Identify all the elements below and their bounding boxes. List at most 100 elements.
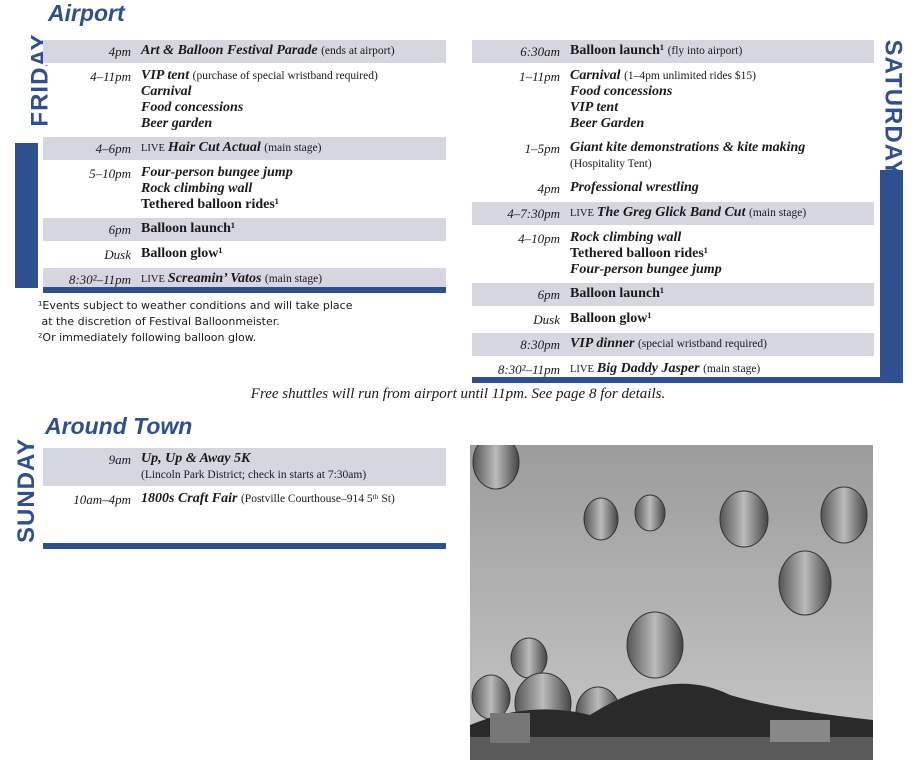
time: Dusk bbox=[104, 247, 131, 262]
schedule-row: 6pm Balloon launch¹ bbox=[472, 283, 874, 308]
event-name: Balloon glow¹ bbox=[570, 311, 652, 326]
day-label: SATURDAY bbox=[879, 39, 907, 177]
time: 10am–4pm bbox=[73, 492, 131, 507]
schedule-row: Dusk Balloon glow¹ bbox=[43, 243, 446, 268]
event-note: (Hospitality Tent) bbox=[570, 158, 652, 170]
event-name: VIP tent bbox=[141, 68, 190, 83]
event-line: LIVE Big Daddy Jasper (main stage) bbox=[570, 361, 874, 378]
schedule-row: 10am–4pm 1800s Craft Fair (Postville Cour… bbox=[43, 488, 446, 513]
event-name: Big Daddy Jasper bbox=[596, 361, 700, 376]
time: 1–11pm bbox=[519, 69, 560, 84]
events: LIVE Big Daddy Jasper (main stage) bbox=[570, 361, 874, 378]
schedule-row: 1–11pm Carnival (1–4pm unlimited rides $1… bbox=[472, 65, 874, 137]
event-name: Food concessions bbox=[570, 84, 673, 99]
events: Balloon launch¹ bbox=[141, 221, 446, 238]
event-line: Balloon glow¹ bbox=[570, 311, 874, 327]
event-line: (Lincoln Park District; check in starts … bbox=[141, 467, 446, 483]
event-name: Giant kite demonstrations & kite making bbox=[570, 140, 806, 155]
event-line: Tethered balloon rides¹ bbox=[570, 246, 874, 262]
event-name: Tethered balloon rides¹ bbox=[141, 197, 279, 212]
time: 4–11pm bbox=[90, 69, 131, 84]
schedule: 4pm Art & Balloon Festival Parade (ends a… bbox=[43, 40, 446, 293]
event-line: Rock climbing wall bbox=[570, 230, 874, 246]
event-line: LIVE The Greg Glick Band Cut (main stage) bbox=[570, 205, 874, 222]
events: Professional wrestling bbox=[570, 180, 874, 197]
event-line: LIVE Screamin’ Vatos (main stage) bbox=[141, 271, 446, 288]
event-line: LIVE Hair Cut Actual (main stage) bbox=[141, 140, 446, 157]
live-tag: LIVE bbox=[141, 143, 165, 154]
section-title: Airport bbox=[48, 0, 125, 26]
event-line: Carnival bbox=[141, 84, 446, 100]
event-name: Balloon launch¹ bbox=[570, 43, 665, 58]
event-line: Four-person bungee jump bbox=[141, 165, 446, 181]
event-line: Four-person bungee jump bbox=[570, 262, 874, 278]
time: 8:30²–11pm bbox=[68, 272, 131, 287]
live-tag: LIVE bbox=[570, 364, 594, 375]
event-name: 1800s Craft Fair bbox=[141, 491, 238, 506]
footnote: at the discretion of Festival Balloonmei… bbox=[38, 315, 280, 328]
schedule-row: 4–10pm Rock climbing wall Tethered balloon… bbox=[472, 227, 874, 283]
section-title: Around Town bbox=[45, 413, 193, 439]
event-line: VIP dinner (special wristband required) bbox=[570, 336, 874, 352]
event-line: Professional wrestling bbox=[570, 180, 874, 196]
schedule-row: 4–11pm VIP tent (purchase of special wris… bbox=[43, 65, 446, 137]
events: Art & Balloon Festival Parade (ends at a… bbox=[141, 43, 446, 60]
event-line: 1800s Craft Fair (Postville Courthouse–9… bbox=[141, 491, 446, 507]
event-note: (main stage) bbox=[264, 273, 323, 285]
event-name: Rock climbing wall bbox=[141, 181, 253, 196]
event-line: Balloon glow¹ bbox=[141, 246, 446, 262]
event-name: Carnival bbox=[570, 68, 621, 83]
events: Rock climbing wall Tethered balloon rides… bbox=[570, 230, 874, 278]
event-name: Four-person bungee jump bbox=[141, 165, 293, 180]
event-line: Beer garden bbox=[141, 116, 446, 132]
footnote: ¹Events subject to weather conditions an… bbox=[38, 299, 353, 312]
events: LIVE Hair Cut Actual (main stage) bbox=[141, 140, 446, 157]
schedule-row: 8:30pm VIP dinner (special wristband requ… bbox=[472, 333, 874, 358]
event-line: Food concessions bbox=[141, 100, 446, 116]
schedule-row: Dusk Balloon glow¹ bbox=[472, 308, 874, 333]
schedule-row: 6:30am Balloon launch¹ (fly into airport) bbox=[472, 40, 874, 65]
event-name: Beer garden bbox=[141, 116, 213, 131]
event-name: Art & Balloon Festival Parade bbox=[141, 43, 318, 58]
events: Balloon launch¹ bbox=[570, 286, 874, 303]
event-name: VIP dinner bbox=[570, 336, 635, 351]
time: 4–10pm bbox=[518, 231, 560, 246]
live-tag: LIVE bbox=[570, 208, 594, 219]
event-note: (ends at airport) bbox=[321, 45, 395, 57]
events: LIVE The Greg Glick Band Cut (main stage) bbox=[570, 205, 874, 222]
event-line: Giant kite demonstrations & kite making bbox=[570, 140, 874, 156]
schedule-row: 4pm Professional wrestling bbox=[472, 177, 874, 202]
schedule-row: 4–7:30pm LIVE The Greg Glick Band Cut (mai… bbox=[472, 202, 874, 227]
time: 5–10pm bbox=[89, 166, 131, 181]
time: 4pm bbox=[537, 181, 560, 196]
balloon-photo bbox=[470, 445, 873, 760]
footnote: ²Or immediately following balloon glow. bbox=[38, 331, 257, 344]
event-line: Food concessions bbox=[570, 84, 874, 100]
table-rule bbox=[43, 543, 446, 549]
event-line: Up, Up & Away 5K bbox=[141, 451, 446, 467]
event-name: Tethered balloon rides¹ bbox=[570, 246, 708, 261]
event-note: (main stage) bbox=[264, 142, 322, 154]
event-note: (main stage) bbox=[749, 207, 807, 219]
event-note: (Lincoln Park District; check in starts … bbox=[141, 469, 367, 481]
event-line: Balloon launch¹ (fly into airport) bbox=[570, 43, 874, 59]
event-note: (purchase of special wristband required) bbox=[192, 70, 378, 82]
day-bar bbox=[15, 143, 38, 288]
event-line: (Hospitality Tent) bbox=[570, 156, 874, 172]
event-name: Carnival bbox=[141, 84, 192, 99]
time: 6pm bbox=[108, 222, 131, 237]
day-label: SUNDAY bbox=[13, 437, 40, 543]
time: 4–7:30pm bbox=[507, 206, 560, 221]
event-name: Hair Cut Actual bbox=[167, 140, 261, 155]
schedule-row: 5–10pm Four-person bungee jump Rock climbi… bbox=[43, 162, 446, 218]
events: Balloon launch¹ (fly into airport) bbox=[570, 43, 874, 60]
schedule: 9am Up, Up & Away 5K (Lincoln Park Distric… bbox=[43, 448, 446, 513]
event-note: (Postville Courthouse–914 5ᵗʰ St) bbox=[240, 493, 395, 505]
event-line: VIP tent bbox=[570, 100, 874, 116]
events: Four-person bungee jump Rock climbing wal… bbox=[141, 165, 446, 213]
event-line: Beer Garden bbox=[570, 116, 874, 132]
event-line: Rock climbing wall bbox=[141, 181, 446, 197]
event-name: Four-person bungee jump bbox=[570, 262, 722, 277]
schedule-row: 1–5pm Giant kite demonstrations & kite ma… bbox=[472, 137, 874, 177]
table-rule bbox=[43, 287, 446, 293]
